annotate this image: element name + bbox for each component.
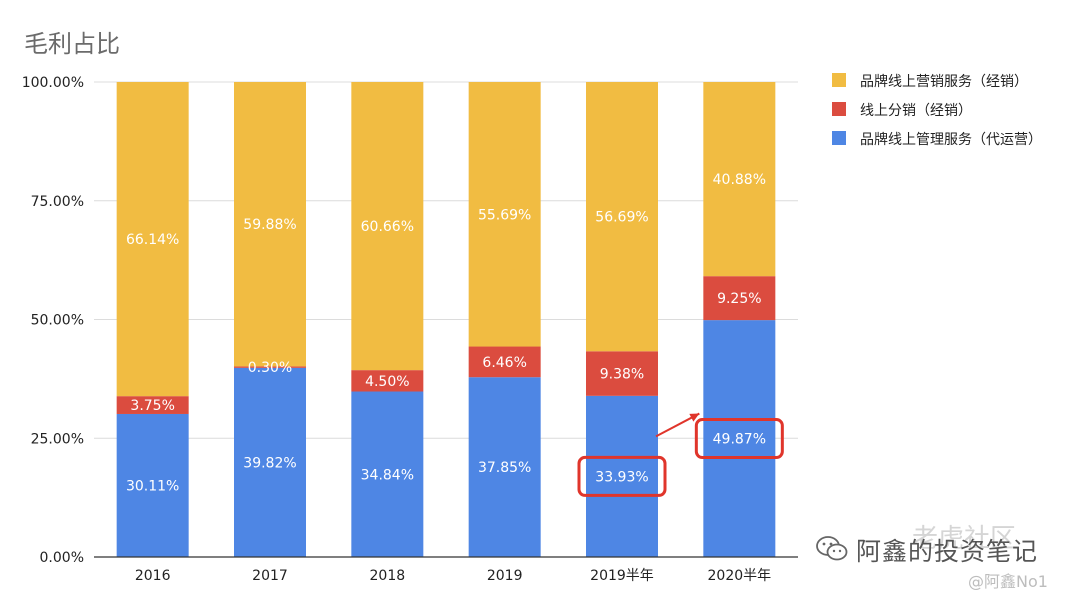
data-label: 60.66% bbox=[361, 219, 414, 235]
legend-swatch bbox=[832, 73, 846, 87]
x-tick-label: 2018 bbox=[370, 568, 406, 584]
y-tick-label: 75.00% bbox=[31, 194, 84, 210]
grid-layer bbox=[94, 81, 798, 439]
axis-layer: 0.00% 25.00% 50.00% 75.00% 100.00% 2016 2017 20… bbox=[22, 75, 798, 584]
watermark-account: 阿鑫的投资笔记 bbox=[856, 537, 1039, 566]
bar-segment bbox=[586, 395, 658, 557]
bar-segment bbox=[351, 370, 424, 392]
watermark-handle: @阿鑫No1 bbox=[968, 572, 1048, 591]
x-tick-label: 2019半年 bbox=[590, 568, 654, 584]
bars-layer bbox=[116, 82, 776, 557]
wechat-icon bbox=[816, 536, 848, 561]
data-label: 3.75% bbox=[130, 398, 174, 414]
data-label: 0.30% bbox=[248, 360, 292, 376]
bar-segment bbox=[116, 82, 189, 397]
data-label: 33.93% bbox=[595, 469, 648, 485]
x-tick-label: 2020半年 bbox=[708, 568, 772, 584]
bar-segment bbox=[116, 413, 189, 557]
legend-layer: 品牌线上营销服务（经销） 线上分销（经销） 品牌线上管理服务（代运营） bbox=[832, 73, 1042, 148]
data-label: 66.14% bbox=[126, 232, 179, 248]
data-label: 56.69% bbox=[595, 210, 648, 226]
highlight-arrow-head bbox=[689, 413, 700, 422]
bar-segment bbox=[468, 82, 541, 347]
bar-segment bbox=[468, 377, 541, 557]
data-label: 4.50% bbox=[365, 374, 409, 390]
data-label: 34.84% bbox=[361, 467, 414, 483]
bar-segment bbox=[586, 82, 658, 352]
y-tick-label: 50.00% bbox=[31, 313, 84, 329]
bar-segment bbox=[586, 351, 658, 396]
legend-label: 线上分销（经销） bbox=[860, 103, 972, 119]
data-label: 59.88% bbox=[243, 217, 296, 233]
data-label: 49.87% bbox=[713, 432, 766, 448]
legend-label: 品牌线上管理服务（代运营） bbox=[860, 131, 1042, 148]
y-tick-label: 0.00% bbox=[40, 550, 84, 566]
bar-segment bbox=[234, 366, 306, 368]
y-tick-label: 25.00% bbox=[31, 431, 84, 447]
bar-segment bbox=[116, 396, 189, 414]
bar-segment bbox=[703, 82, 776, 277]
annotation-layer bbox=[577, 412, 784, 497]
bar-segment bbox=[703, 320, 776, 557]
bar-segment bbox=[234, 82, 306, 367]
data-label: 30.11% bbox=[126, 478, 179, 494]
x-tick-label: 2017 bbox=[252, 568, 288, 584]
chart-title: 毛利占比 bbox=[24, 30, 120, 58]
x-tick-label: 2016 bbox=[135, 568, 171, 584]
legend-swatch bbox=[832, 131, 846, 145]
legend-swatch bbox=[832, 102, 846, 116]
bar-segment bbox=[351, 391, 424, 557]
bar-segment bbox=[703, 276, 776, 321]
watermark-community: 老虎社区 bbox=[912, 524, 1017, 554]
labels-layer: 30.11% 3.75% 66.14% 39.82% 0.30% 59.88% 34.84%… bbox=[126, 172, 766, 494]
data-label: 55.69% bbox=[478, 207, 531, 223]
data-label: 37.85% bbox=[478, 460, 531, 476]
y-tick-label: 100.00% bbox=[22, 75, 84, 91]
data-label: 6.46% bbox=[482, 355, 526, 371]
x-tick-label: 2019 bbox=[487, 568, 523, 584]
data-label: 9.38% bbox=[600, 367, 644, 383]
bar-segment bbox=[351, 82, 424, 371]
data-label: 40.88% bbox=[713, 172, 766, 188]
legend-label: 品牌线上营销服务（经销） bbox=[860, 73, 1028, 90]
data-label: 39.82% bbox=[243, 455, 296, 471]
data-label: 9.25% bbox=[717, 291, 761, 307]
highlight-box bbox=[577, 455, 667, 497]
highlight-box bbox=[694, 418, 784, 460]
bar-segment bbox=[234, 367, 306, 557]
bar-segment bbox=[468, 346, 541, 378]
